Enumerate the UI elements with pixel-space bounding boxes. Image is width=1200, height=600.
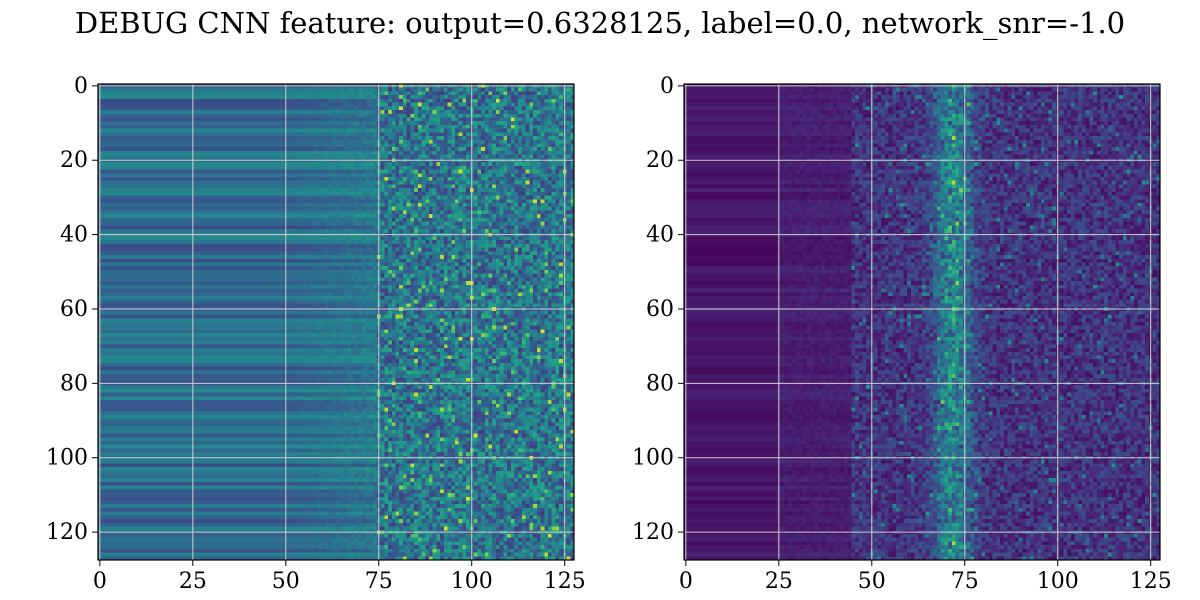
heatmap-right: 0 25 50 75 100 125 0 20 40 60 80 100 120 bbox=[632, 74, 1172, 594]
y-tick-label: 100 bbox=[46, 446, 88, 471]
y-tick-label: 40 bbox=[646, 223, 674, 248]
x-tick-label: 25 bbox=[179, 569, 207, 594]
x-tick-label: 125 bbox=[544, 569, 586, 594]
x-tick-label: 125 bbox=[1130, 569, 1172, 594]
x-tick-label: 50 bbox=[272, 569, 300, 594]
y-tick-label: 0 bbox=[74, 74, 88, 99]
y-tick-label: 120 bbox=[632, 520, 674, 545]
x-tick-label: 100 bbox=[451, 569, 493, 594]
y-tick-label: 100 bbox=[632, 446, 674, 471]
y-tick-label: 20 bbox=[646, 148, 674, 173]
y-tick-label: 0 bbox=[660, 74, 674, 99]
x-tick-label: 0 bbox=[93, 569, 107, 594]
x-tick-label: 25 bbox=[765, 569, 793, 594]
y-tick-label: 60 bbox=[60, 297, 88, 322]
y-tick-label: 60 bbox=[646, 297, 674, 322]
heatmap-image bbox=[684, 84, 1160, 560]
y-tick-label: 120 bbox=[46, 520, 88, 545]
chart-title: DEBUG CNN feature: output=0.6328125, lab… bbox=[74, 6, 1126, 40]
x-tick-label: 75 bbox=[951, 569, 979, 594]
y-tick-label: 80 bbox=[646, 371, 674, 396]
heatmap-image bbox=[98, 84, 574, 560]
heatmap-left: 0 25 50 75 100 125 0 20 40 60 80 100 120 bbox=[46, 74, 586, 594]
y-tick-label: 80 bbox=[60, 371, 88, 396]
x-tick-label: 0 bbox=[679, 569, 693, 594]
plot-frame bbox=[683, 83, 1161, 561]
x-tick-label: 75 bbox=[365, 569, 393, 594]
y-tick-label: 40 bbox=[60, 223, 88, 248]
plot-frame bbox=[97, 83, 575, 561]
y-tick-label: 20 bbox=[60, 148, 88, 173]
x-tick-label: 50 bbox=[858, 569, 886, 594]
x-tick-label: 100 bbox=[1037, 569, 1079, 594]
